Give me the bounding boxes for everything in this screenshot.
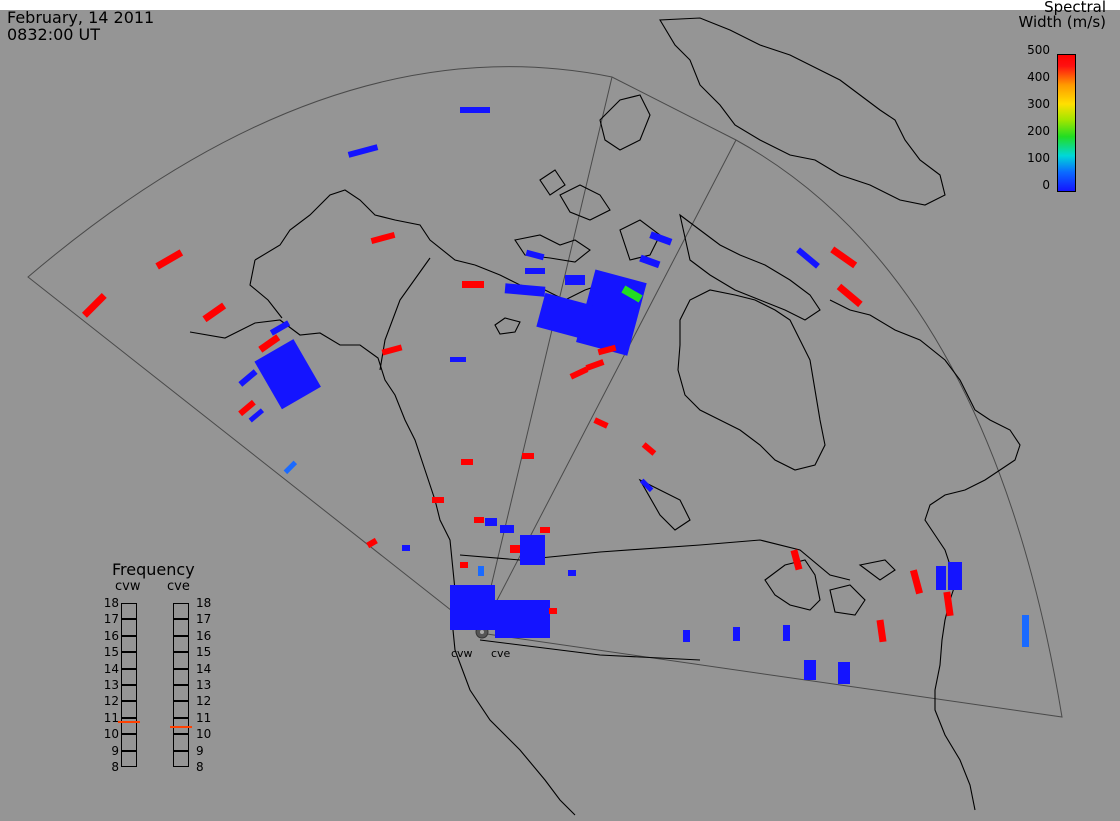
frequency-box-west: [121, 652, 137, 669]
frequency-box-west: [121, 619, 137, 636]
frequency-tick-left: 11: [103, 710, 119, 725]
frequency-box-east: [173, 635, 189, 653]
frequency-box-east: [173, 734, 189, 751]
time-label: 0832:00 UT: [7, 25, 101, 44]
frequency-box-east: [173, 652, 189, 669]
frequency-tick-right: 8: [196, 760, 204, 774]
frequency-box-east: [173, 603, 189, 620]
echoes-low-width: [238, 107, 962, 684]
frequency-tick-left: 12: [103, 694, 119, 709]
frequency-tick-left: 14: [103, 661, 119, 676]
colorbar: [1057, 54, 1076, 192]
date-label: February, 14 2011: [7, 8, 155, 27]
frequency-box-west: [121, 701, 137, 718]
frequency-tick-left: 18: [103, 596, 119, 610]
radar-site-center: [480, 630, 484, 634]
frequency-box-east: [173, 750, 189, 767]
frequency-tick-left: 15: [103, 645, 119, 660]
echoes-high-width: [81, 231, 954, 643]
colorbar-title: Spectral Width (m/s): [1018, 0, 1106, 30]
top-white-band: [0, 0, 1120, 10]
frequency-tick-right: 18: [196, 596, 212, 610]
colorbar-tick: 500: [1027, 43, 1050, 57]
frequency-tick-left: 9: [111, 743, 119, 758]
frequency-tick-right: 17: [196, 612, 212, 627]
colorbar-title-line2: Width (m/s): [1018, 13, 1106, 31]
frequency-box-east: [173, 701, 189, 718]
frequency-box-west: [121, 668, 137, 685]
coastlines: [189, 17, 1021, 816]
radar-site-label-west: cvw: [451, 647, 473, 660]
frequency-marker-west: [118, 721, 140, 724]
frequency-tick-right: 16: [196, 628, 212, 643]
frequency-col-west: cvw: [115, 579, 141, 594]
colorbar-tick: 200: [1027, 124, 1050, 138]
echo-green: [621, 285, 643, 303]
frequency-box-west: [121, 635, 137, 653]
radar-site-label-east: cve: [491, 647, 511, 660]
frequency-box-west: [121, 685, 137, 702]
frequency-tick-left: 8: [111, 760, 119, 774]
colorbar-tick: 300: [1027, 97, 1050, 111]
timestamp-header: February, 14 2011 0832:00 UT: [7, 9, 154, 43]
frequency-tick-left: 10: [103, 727, 119, 742]
colorbar-tick: 400: [1027, 70, 1050, 84]
frequency-tick-left: 17: [103, 612, 119, 627]
frequency-box-west: [121, 717, 137, 735]
frequency-tick-left: 13: [103, 678, 119, 692]
frequency-box-west: [121, 603, 137, 620]
echoes-mid-width: [283, 460, 1029, 647]
frequency-tick-right: 15: [196, 645, 212, 660]
frequency-tick-left: 16: [103, 628, 119, 643]
frequency-box-west: [121, 750, 137, 767]
frequency-marker-east: [170, 726, 192, 728]
frequency-box-east: [173, 685, 189, 702]
frequency-tick-right: 11: [196, 710, 212, 725]
frequency-tick-right: 12: [196, 694, 212, 709]
frequency-box-east: [173, 668, 189, 685]
colorbar-title-line1: Spectral: [1044, 0, 1106, 16]
frequency-tick-right: 14: [196, 661, 212, 676]
frequency-tick-right: 10: [196, 727, 212, 742]
colorbar-tick: 0: [1042, 178, 1050, 192]
frequency-col-east: cve: [167, 579, 190, 594]
frequency-box-east: [173, 619, 189, 636]
frequency-box-east: [173, 717, 189, 735]
frequency-box-west: [121, 734, 137, 751]
frequency-legend-title: Frequency: [112, 560, 195, 579]
frequency-tick-right: 13: [196, 678, 212, 692]
frequency-tick-right: 9: [196, 743, 204, 758]
colorbar-tick: 100: [1027, 151, 1050, 165]
